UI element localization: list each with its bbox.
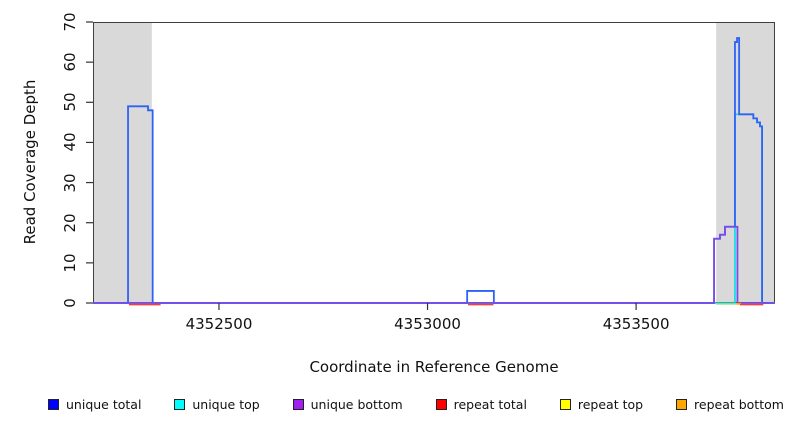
legend-label: unique bottom (310, 397, 403, 412)
legend-swatch-icon (676, 399, 688, 410)
legend: unique total unique top unique bottom repea… (48, 397, 784, 412)
y-tick-label-3: 30 (61, 173, 79, 193)
plot-area (86, 21, 775, 310)
x-tick-label-0: 4352500 (185, 315, 253, 333)
legend-swatch-icon (48, 399, 59, 410)
legend-label: repeat top (577, 397, 644, 412)
plot-border (93, 22, 775, 303)
legend-item-repeat-bottom: repeat bottom (676, 397, 784, 412)
y-axis-title: Read Coverage Depth (21, 79, 39, 245)
y-tick-label-2: 20 (61, 213, 79, 233)
x-tick-label-1: 4353000 (394, 315, 461, 333)
legend-swatch-icon (435, 399, 447, 410)
legend-swatch-icon (559, 399, 571, 410)
shaded-region-0 (93, 22, 152, 303)
chart-svg (86, 21, 775, 310)
legend-item-unique-total: unique total (48, 397, 141, 412)
series-line-unique-bottom (93, 225, 775, 304)
legend-item-repeat-total: repeat total (435, 397, 527, 412)
x-axis-title: Coordinate in Reference Genome (309, 358, 559, 376)
legend-item-unique-bottom: unique bottom (292, 397, 403, 412)
legend-label: repeat bottom (694, 397, 784, 412)
legend-label: repeat total (453, 397, 527, 412)
legend-swatch-icon (174, 399, 186, 410)
series-line-unique-top (93, 113, 775, 304)
series-line-unique-total (93, 37, 775, 304)
y-tick-label-1: 10 (61, 253, 79, 273)
legend-label: unique top (192, 397, 260, 412)
y-tick-label-7: 70 (61, 12, 79, 32)
legend-swatch-icon (292, 399, 304, 410)
y-tick-label-4: 40 (61, 132, 79, 152)
shaded-region-1 (716, 22, 775, 303)
y-tick-label-0: 0 (61, 298, 79, 308)
legend-item-repeat-top: repeat top (559, 397, 644, 412)
y-tick-label-5: 50 (61, 92, 79, 112)
legend-label: unique total (66, 397, 142, 412)
legend-item-unique-top: unique top (174, 397, 260, 412)
y-tick-label-6: 60 (61, 52, 79, 72)
x-tick-label-2: 4353500 (602, 315, 670, 333)
